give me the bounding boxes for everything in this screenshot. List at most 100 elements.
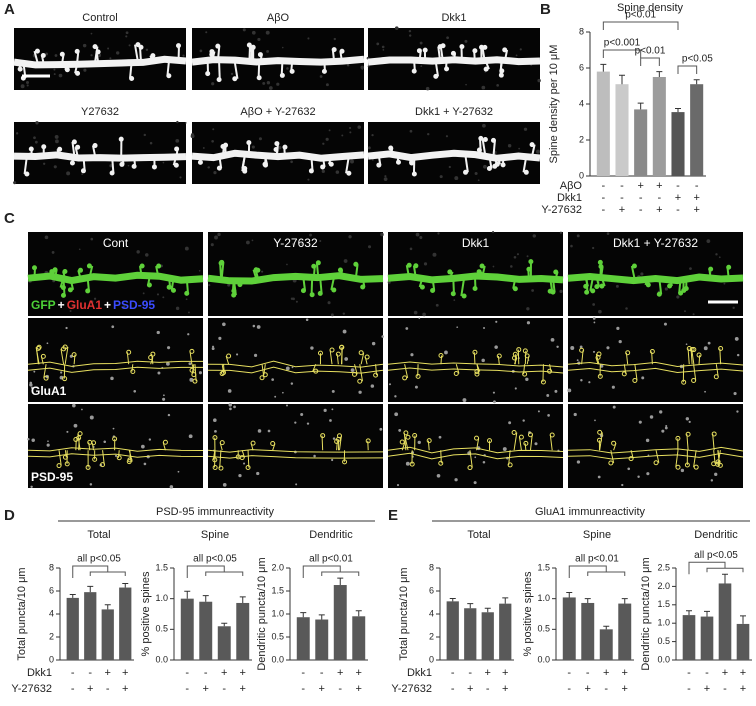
image-label: Y27632 bbox=[81, 106, 119, 118]
speck bbox=[184, 122, 187, 124]
spine bbox=[138, 265, 144, 279]
speck bbox=[588, 381, 591, 384]
y-axis-label: % positive spines bbox=[522, 571, 534, 656]
bar bbox=[352, 616, 366, 660]
condition-sign: - bbox=[687, 683, 691, 695]
image-label: Dkk1 + Y-27632 bbox=[415, 106, 493, 118]
speck bbox=[300, 243, 303, 246]
speck bbox=[462, 398, 467, 402]
spine-head bbox=[667, 283, 673, 289]
spine-head bbox=[411, 171, 417, 177]
speck bbox=[29, 383, 33, 387]
speck bbox=[446, 36, 449, 40]
speck bbox=[291, 366, 294, 369]
speck bbox=[328, 129, 331, 132]
condition-name: Dkk1 bbox=[407, 667, 432, 679]
condition-sign: + bbox=[87, 683, 93, 695]
spine-head bbox=[56, 463, 62, 469]
speck bbox=[72, 304, 76, 308]
speck bbox=[606, 346, 610, 350]
y-tick-label: 1.0 bbox=[155, 593, 168, 603]
speck bbox=[597, 475, 601, 479]
spine-head bbox=[406, 262, 412, 268]
speck bbox=[30, 485, 33, 488]
speck bbox=[313, 454, 316, 458]
condition-sign: + bbox=[622, 667, 628, 679]
speck bbox=[162, 161, 165, 164]
spine-head bbox=[597, 259, 603, 265]
error-bar bbox=[637, 102, 644, 110]
spine-head bbox=[126, 459, 132, 465]
spine-head bbox=[433, 73, 439, 79]
speck bbox=[616, 326, 620, 331]
condition-sign: - bbox=[222, 683, 226, 695]
y-tick-label: 0.0 bbox=[537, 654, 550, 664]
y-axis-label: % positive spines bbox=[140, 571, 152, 656]
speck bbox=[65, 326, 68, 330]
spine bbox=[464, 155, 469, 173]
speck bbox=[167, 413, 171, 417]
spine-head bbox=[342, 459, 348, 465]
spine bbox=[111, 156, 115, 174]
speck bbox=[290, 382, 294, 385]
speck bbox=[405, 327, 409, 330]
speck bbox=[145, 253, 149, 257]
spine bbox=[719, 348, 722, 365]
speck bbox=[398, 429, 402, 432]
speck bbox=[427, 132, 430, 136]
spine bbox=[589, 278, 594, 292]
speck bbox=[72, 403, 76, 408]
speck bbox=[166, 361, 170, 366]
spine-head bbox=[490, 137, 496, 143]
speck bbox=[319, 75, 323, 78]
speck bbox=[576, 460, 581, 464]
y-tick-label: 0.5 bbox=[271, 631, 284, 641]
speck bbox=[111, 325, 115, 329]
spine-head bbox=[549, 432, 555, 438]
speck bbox=[559, 289, 563, 294]
spine-head bbox=[174, 146, 180, 152]
spine-head bbox=[59, 51, 65, 57]
spine bbox=[23, 155, 28, 175]
spine-head bbox=[85, 464, 91, 470]
speck bbox=[252, 324, 256, 328]
panel-label: B bbox=[540, 1, 551, 18]
dendrite bbox=[207, 449, 384, 453]
spine bbox=[690, 349, 693, 365]
spine-head bbox=[337, 267, 343, 273]
spine-head bbox=[395, 159, 401, 165]
spine-head bbox=[175, 43, 181, 49]
speck bbox=[233, 405, 236, 409]
channel-name: GluA1 bbox=[67, 298, 103, 312]
condition-sign: - bbox=[639, 204, 643, 216]
dendrite bbox=[207, 455, 384, 459]
y-axis-label: Dendritic puncta/10 μm bbox=[256, 557, 268, 670]
spine bbox=[481, 139, 487, 157]
spine-head bbox=[685, 431, 691, 437]
speck bbox=[90, 237, 94, 241]
speck bbox=[367, 65, 370, 68]
speck bbox=[350, 159, 354, 164]
speck bbox=[536, 149, 541, 154]
speck bbox=[576, 234, 580, 238]
speck bbox=[30, 386, 34, 389]
y-tick-label: 2.0 bbox=[657, 581, 670, 591]
speck bbox=[559, 231, 563, 234]
condition-sign: + bbox=[704, 683, 710, 695]
speck bbox=[277, 145, 282, 150]
speck bbox=[659, 410, 663, 414]
spine-head bbox=[402, 375, 408, 381]
spine-head bbox=[360, 284, 366, 290]
speck bbox=[253, 353, 258, 358]
y-tick-label: 0.5 bbox=[155, 624, 168, 634]
speck bbox=[211, 347, 215, 351]
error-bar bbox=[566, 592, 573, 598]
speck bbox=[156, 330, 160, 335]
spine-head bbox=[219, 440, 225, 446]
spine-head bbox=[597, 429, 603, 435]
spine bbox=[476, 438, 480, 451]
speck bbox=[710, 479, 714, 482]
spine bbox=[644, 277, 650, 286]
spine-head bbox=[338, 344, 344, 350]
spine-head bbox=[77, 431, 83, 437]
